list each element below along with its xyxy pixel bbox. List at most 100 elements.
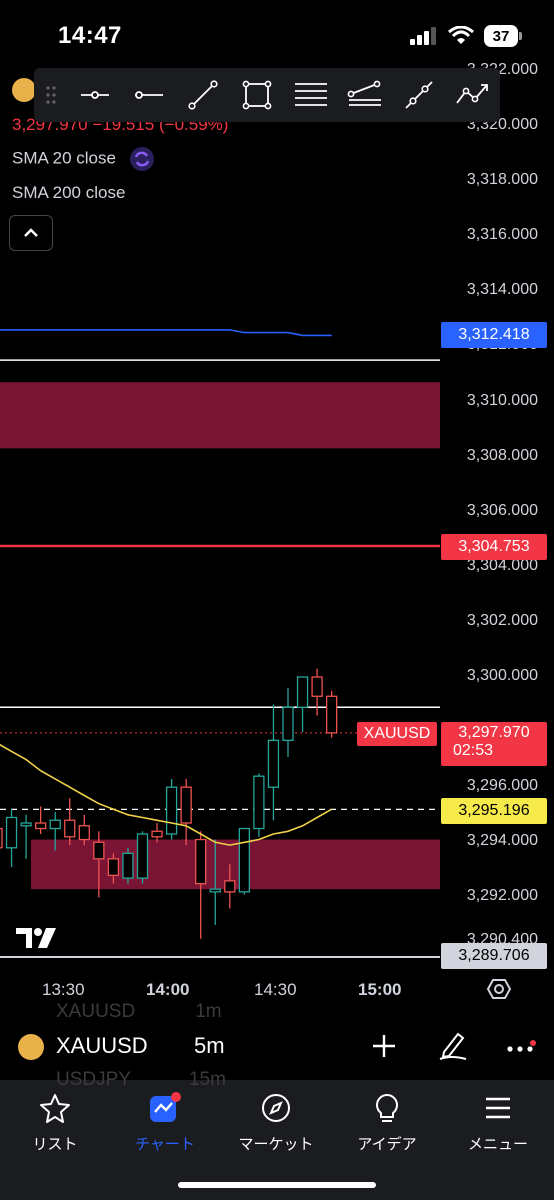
candle-body (238, 827, 251, 893)
candle-body (224, 880, 236, 893)
horizontal-ray-tool[interactable] (68, 68, 122, 122)
path-icon (456, 84, 488, 104)
candle-body (107, 858, 120, 877)
price-tick: 3,292.000 (466, 887, 538, 905)
price-tick: 3,316.000 (466, 226, 538, 244)
nav-list-label: リスト (32, 1136, 78, 1153)
price-chart[interactable] (0, 60, 554, 1010)
home-indicator (178, 1182, 376, 1188)
collapse-legend-button[interactable] (9, 215, 53, 251)
next-symbol-ghost: USDJPY 15m (56, 1069, 226, 1090)
candle-body (325, 695, 338, 734)
bottom-navigation (0, 1080, 554, 1200)
candle-body (296, 676, 309, 708)
add-button[interactable] (370, 1032, 398, 1060)
sma20-price-badge: 3,295.196 (441, 798, 547, 824)
nav-menu[interactable]: メニュー (443, 1092, 553, 1154)
time-tick: 13:30 (42, 980, 85, 999)
gold-symbol-icon (12, 78, 36, 102)
price-tick: 3,294.000 (466, 832, 538, 850)
time-tick: 14:30 (254, 980, 297, 999)
price-tick: 3,296.000 (466, 777, 538, 795)
candle-body (195, 838, 207, 885)
candle-body (78, 825, 90, 841)
candle-body (5, 816, 18, 849)
nav-menu-label: メニュー (467, 1136, 528, 1153)
battery-indicator: 37 (484, 25, 522, 47)
symbol-selector[interactable]: XAUUSD (56, 1033, 148, 1058)
candle-body (20, 822, 32, 827)
drawing-toolbar[interactable] (34, 68, 500, 122)
candle-body (209, 888, 221, 893)
more-dots-icon (507, 1040, 536, 1052)
status-time: 14:47 (58, 22, 122, 49)
horizontal-line-icon (135, 91, 163, 99)
candle-body (180, 786, 192, 824)
red-line-price-badge: 3,304.753 (441, 534, 547, 560)
sma20-label: SMA 20 close (12, 148, 116, 168)
last-price-value: 3,297.970 (458, 724, 530, 741)
candle-body (122, 852, 134, 879)
tradingview-logo (16, 926, 62, 955)
gold-symbol-icon (18, 1034, 44, 1060)
bar-countdown: 02:53 (453, 742, 494, 759)
sma20-line (0, 743, 333, 846)
parallel-channel-icon (347, 80, 381, 106)
drawing-tool-button[interactable] (436, 1028, 470, 1062)
rectangle-tool[interactable] (230, 68, 284, 122)
price-tick: 3,304.000 (466, 556, 538, 574)
menu-icon (486, 1097, 510, 1119)
fib-retracement-icon (295, 83, 327, 106)
path-tool[interactable] (446, 68, 500, 122)
legend-sma200[interactable]: SMA 200 close (12, 183, 126, 202)
fib-retracement-tool[interactable] (284, 68, 338, 122)
support-resistance-zone (31, 839, 440, 890)
horizontal-ray-icon (81, 91, 109, 99)
candle-body (282, 706, 294, 742)
chart-settings-icon[interactable] (486, 976, 512, 1002)
symbol-price-label: XAUUSD (357, 722, 437, 746)
time-tick: 15:00 (358, 980, 402, 999)
trend-line-icon (188, 80, 218, 110)
nav-chart[interactable]: チャート (110, 1092, 220, 1154)
price-tick: 3,302.000 (466, 611, 538, 629)
more-menu-button[interactable] (506, 1040, 536, 1054)
candle-body (253, 775, 265, 830)
price-tick: 3,306.000 (466, 501, 538, 519)
nav-list[interactable]: リスト (0, 1092, 110, 1154)
support-resistance-zone (0, 382, 440, 449)
candle-body (49, 819, 61, 830)
price-tick: 3,314.000 (466, 281, 538, 299)
rectangle-icon (242, 80, 272, 110)
price-tick: 3,310.000 (466, 391, 538, 409)
info-line-tool[interactable] (392, 68, 446, 122)
price-tick: 3,308.000 (466, 446, 538, 464)
candle-body (136, 833, 149, 879)
nav-market[interactable]: マーケット (221, 1092, 331, 1154)
legend-sma20[interactable]: SMA 20 close (12, 146, 155, 172)
chart-icon (150, 1092, 181, 1122)
star-icon (40, 1094, 70, 1123)
price-tick: 3,318.000 (466, 171, 538, 189)
plus-icon (373, 1035, 395, 1057)
pen-icon (439, 1032, 467, 1060)
candle-body (35, 822, 47, 830)
parallel-channel-tool[interactable] (338, 68, 392, 122)
drag-handle-icon[interactable] (34, 68, 68, 122)
cellular-signal-icon (410, 27, 436, 45)
sma200-price-badge: 3,312.418 (441, 322, 547, 348)
interval-selector[interactable]: 5m (194, 1033, 225, 1058)
last-price-badge: 3,297.970 02:53 (441, 722, 547, 766)
candle-body (151, 830, 163, 838)
trend-line-tool[interactable] (176, 68, 230, 122)
low-line-price-badge: 3,289.706 (441, 943, 547, 969)
price-tick: 3,300.000 (466, 667, 538, 684)
lightbulb-icon (376, 1093, 398, 1122)
time-tick: 14:00 (146, 980, 190, 999)
nav-ideas[interactable]: アイデア (332, 1092, 442, 1154)
candle-body (0, 827, 3, 849)
nav-ideas-label: アイデア (357, 1136, 417, 1153)
candle-body (93, 841, 105, 860)
wifi-icon (448, 26, 474, 44)
horizontal-line-tool[interactable] (122, 68, 176, 122)
